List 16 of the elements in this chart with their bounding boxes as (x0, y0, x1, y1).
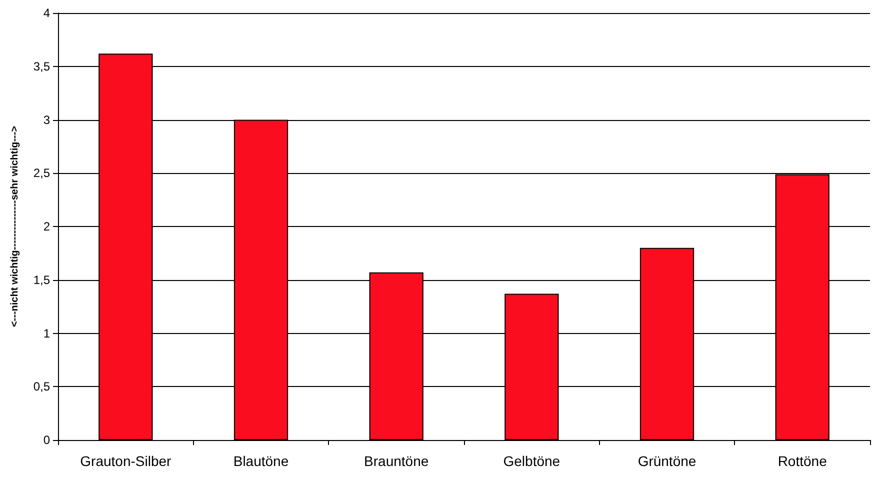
y-tick-label: 1 (43, 326, 50, 340)
y-tick-label: 3 (43, 112, 50, 127)
x-tick-label: Grauton-Silber (80, 453, 172, 469)
y-tick-label: 0 (43, 433, 50, 447)
y-tick-label: 2,5 (33, 166, 50, 180)
x-tick-label: Gelbtöne (503, 453, 560, 469)
x-tick-label: Grüntöne (638, 453, 696, 469)
x-tick-label: Rottöne (778, 453, 828, 469)
x-tick-label: Blautöne (233, 453, 289, 469)
y-tick-label: 3,5 (33, 59, 50, 74)
y-tick-label: 1,5 (33, 272, 50, 287)
y-tick-label: 2 (43, 220, 50, 234)
y-tick-label: 0,5 (33, 380, 50, 394)
x-tick-label: Brauntöne (364, 453, 429, 469)
y-axis-title: <---nicht wichtig---------------sehr wichtig---> (10, 126, 20, 328)
y-tick-label: 4 (43, 6, 50, 20)
